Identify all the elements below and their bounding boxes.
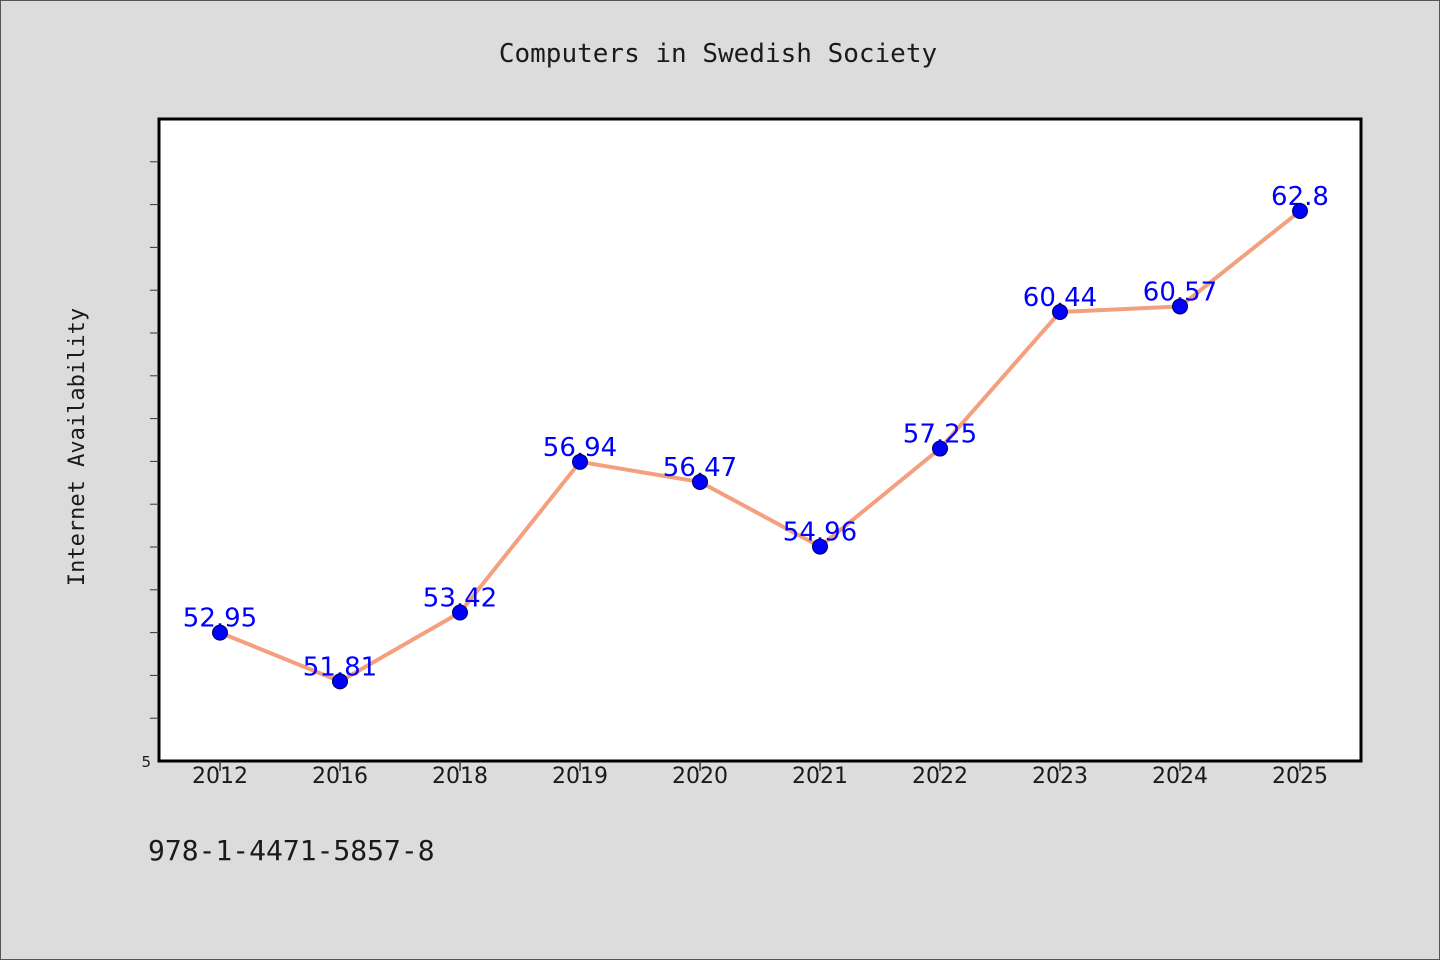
data-point <box>1292 203 1308 220</box>
data-point <box>452 604 468 621</box>
x-tick-label: 2019 <box>552 764 608 789</box>
series-group: 52.9551.8153.4256.9456.4754.9657.2560.44… <box>183 182 1329 690</box>
chart-title: Computers in Swedish Society <box>499 39 937 69</box>
data-point <box>332 673 348 690</box>
x-tick-label: 2023 <box>1032 764 1088 789</box>
plot-area <box>157 117 1363 763</box>
data-point <box>212 624 228 641</box>
x-tick-label: 2022 <box>912 764 968 789</box>
x-tick-label: 2016 <box>312 764 368 789</box>
series-line <box>218 209 1302 684</box>
y-tick-label: 5 <box>141 753 151 771</box>
data-point <box>572 453 588 470</box>
data-point <box>932 440 948 457</box>
y-axis-ticks: 5 <box>141 161 159 771</box>
x-tick-label: 2025 <box>1272 764 1328 789</box>
x-tick-label: 2018 <box>432 764 488 789</box>
data-point <box>692 473 708 490</box>
x-tick-label: 2021 <box>792 764 848 789</box>
isbn-code: 978-1-4471-5857-8 <box>148 834 435 867</box>
data-point <box>1052 304 1068 321</box>
y-axis-label: Internet Availability <box>65 308 90 586</box>
x-tick-label: 2024 <box>1152 764 1208 789</box>
data-point <box>812 538 828 555</box>
x-axis-ticks: 2012 2016 2018 2019 2020 2021 2022 2023 2024 2025 <box>192 761 1328 789</box>
data-point <box>1172 298 1188 315</box>
x-tick-label: 2012 <box>192 764 248 789</box>
x-tick-label: 2020 <box>672 764 728 789</box>
